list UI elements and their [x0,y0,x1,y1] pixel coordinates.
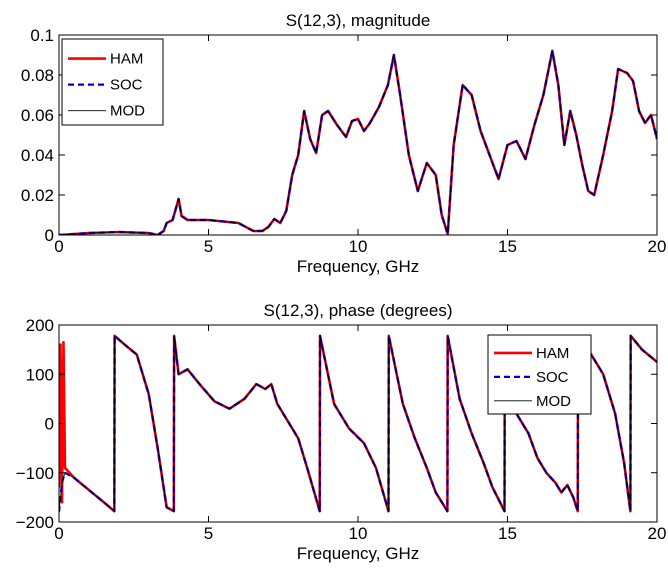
x-tick-label: 20 [648,237,667,256]
x-axis-label: Frequency, GHz [297,257,420,276]
y-tick-label: 0 [45,226,54,245]
y-tick-label: 0.02 [21,186,54,205]
x-axis-label: Frequency, GHz [297,544,420,563]
y-tick-label: 0 [45,415,54,434]
x-tick-label: 0 [54,524,63,543]
x-tick-label: 15 [498,524,517,543]
legend-label-soc: SOC [110,77,143,94]
y-tick-label: −200 [16,513,54,532]
legend: HAM SOC MOD [61,38,164,126]
y-tick-label: 0.06 [21,106,54,125]
chart-title: S(12,3), phase (degrees) [264,301,453,320]
legend-label-mod: MOD [110,103,145,120]
chart-1: S(12,3), magnitude 0 5 10 15 20 0 0.02 0.04 0.06 0… [21,11,667,276]
series-line-mod [59,335,657,513]
y-tick-label: 0.08 [21,66,54,85]
chart-title: S(12,3), magnitude [286,11,431,30]
legend-label-mod: MOD [536,393,571,410]
x-tick-label: 15 [498,237,517,256]
x-tick-label: 5 [204,524,213,543]
chart-2: S(12,3), phase (degrees) 0 5 10 15 20 −200 −100… [16,301,667,563]
legend: HAM SOC MOD [487,334,592,415]
legend-label-soc: SOC [536,369,569,386]
y-tick-label: 0.1 [30,26,54,45]
legend-label-ham: HAM [536,345,569,362]
series-line-mod [59,50,657,235]
legend-label-ham: HAM [110,51,143,68]
y-tick-label: −100 [16,464,54,483]
legend-box [487,334,592,415]
y-tick-label: 200 [26,316,54,335]
y-tick-label: 100 [26,365,54,384]
y-tick-label: 0.04 [21,146,54,165]
x-tick-label: 20 [648,524,667,543]
x-tick-label: 5 [204,237,213,256]
x-tick-label: 10 [349,524,368,543]
x-tick-label: 10 [349,237,368,256]
x-tick-label: 0 [54,237,63,256]
